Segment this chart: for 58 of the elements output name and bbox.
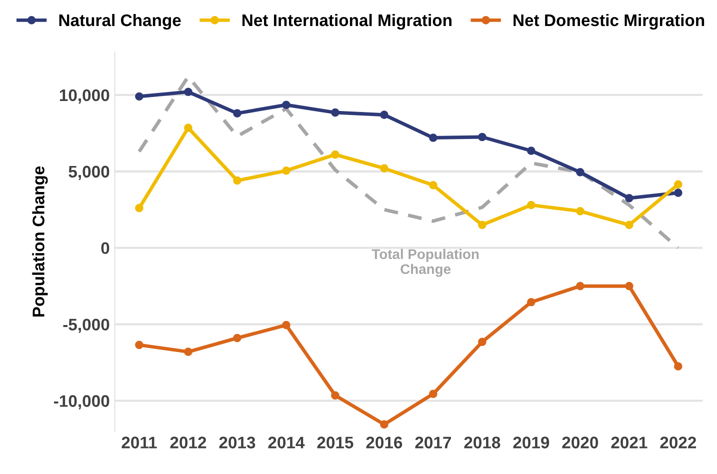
point bbox=[625, 220, 634, 230]
point bbox=[282, 320, 290, 330]
y-tick-label: 5,000 bbox=[68, 166, 110, 180]
x-tick-label: 2016 bbox=[366, 436, 402, 448]
x-tick-label: 2019 bbox=[513, 436, 550, 448]
annotation: Total Population Change bbox=[372, 248, 479, 277]
point bbox=[429, 181, 438, 190]
x-tick-label: 2014 bbox=[268, 436, 305, 448]
legend-label: Net Domestic Mirgration bbox=[514, 14, 704, 30]
point bbox=[135, 340, 144, 350]
x-tick-label: 2013 bbox=[219, 436, 256, 448]
point bbox=[233, 334, 242, 342]
legend-label: Natural Change bbox=[59, 14, 181, 30]
point bbox=[233, 109, 242, 118]
point bbox=[625, 282, 634, 290]
x-tick-label: 2011 bbox=[122, 436, 157, 448]
point bbox=[331, 150, 340, 159]
point bbox=[576, 206, 584, 216]
point bbox=[184, 124, 192, 132]
point bbox=[576, 168, 584, 176]
y-tick-label: -10,000 bbox=[54, 395, 110, 410]
point bbox=[478, 132, 486, 142]
x-tick-label: 2015 bbox=[317, 436, 354, 448]
x-tick-label: 2017 bbox=[415, 436, 451, 448]
point bbox=[429, 390, 438, 398]
legend-label: Net International Migration bbox=[242, 14, 452, 30]
point bbox=[429, 134, 438, 142]
point bbox=[380, 164, 388, 173]
y-tick-label: 10,000 bbox=[60, 89, 110, 104]
point bbox=[527, 146, 536, 155]
point bbox=[527, 298, 536, 306]
x-tick-label: 2022 bbox=[660, 436, 696, 448]
point bbox=[282, 100, 290, 110]
point bbox=[380, 420, 388, 429]
point bbox=[184, 88, 192, 96]
point bbox=[135, 204, 144, 212]
point bbox=[527, 200, 536, 210]
point bbox=[233, 176, 242, 185]
point bbox=[478, 220, 486, 230]
point bbox=[380, 110, 388, 119]
point bbox=[625, 194, 634, 202]
point bbox=[674, 180, 682, 189]
x-tick-label: 2012 bbox=[170, 436, 206, 448]
point bbox=[576, 282, 584, 290]
y-axis-title: Population Change bbox=[32, 166, 48, 317]
point bbox=[674, 188, 682, 197]
point bbox=[135, 92, 144, 101]
x-tick-label: 2020 bbox=[562, 436, 598, 448]
y-tick-label: 0 bbox=[101, 242, 110, 254]
point bbox=[282, 166, 290, 175]
y-tick-label: -5,000 bbox=[63, 318, 110, 333]
point bbox=[331, 108, 340, 117]
point bbox=[331, 391, 340, 400]
point bbox=[184, 348, 192, 356]
x-tick-label: 2018 bbox=[464, 436, 500, 448]
x-tick-label: 2021 bbox=[611, 436, 648, 448]
point bbox=[478, 338, 486, 346]
point bbox=[674, 362, 682, 371]
